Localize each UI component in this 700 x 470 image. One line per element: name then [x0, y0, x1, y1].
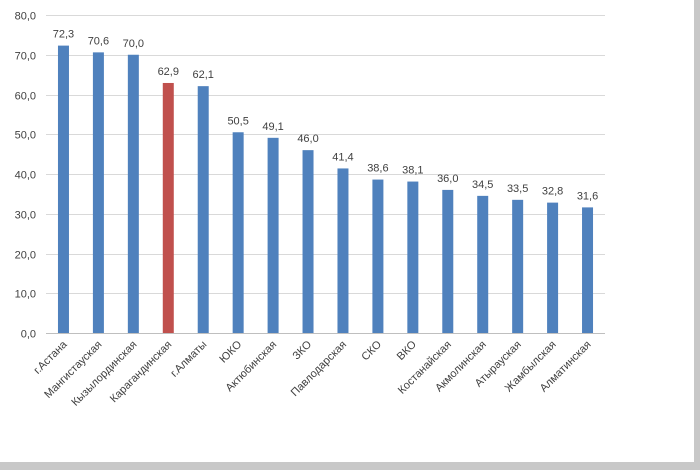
category-label: СКО: [359, 338, 384, 363]
y-tick-label: 30,0: [15, 210, 36, 222]
data-label: 38,6: [367, 163, 388, 175]
bar: [197, 86, 209, 333]
y-tick-label: 20,0: [15, 250, 36, 262]
data-label: 36,0: [437, 173, 458, 185]
bar: [407, 181, 419, 333]
bar: [232, 132, 244, 333]
data-label: 49,1: [262, 121, 283, 133]
bar: [582, 207, 594, 333]
bar: [302, 150, 314, 333]
category-label: ЮКО: [217, 338, 244, 365]
y-tick-label: 40,0: [15, 170, 36, 182]
bar: [477, 195, 489, 333]
category-label: ЗКО: [290, 338, 314, 362]
data-label: 41,4: [332, 151, 353, 163]
bar: [57, 45, 69, 334]
data-label: 70,0: [123, 38, 144, 50]
y-tick-label: 0,0: [21, 329, 36, 341]
data-label: 46,0: [297, 133, 318, 145]
data-label: 34,5: [472, 179, 493, 191]
bar: [372, 179, 384, 333]
frame-shadow-bottom: [0, 462, 700, 470]
category-label: ВКО: [395, 338, 419, 362]
bar: [127, 54, 139, 333]
bar: [337, 168, 349, 333]
data-label: 62,9: [158, 66, 179, 78]
y-tick-label: 10,0: [15, 289, 36, 301]
data-label: 38,1: [402, 165, 423, 177]
bar: [162, 82, 174, 333]
bar: [512, 199, 524, 333]
data-label: 32,8: [542, 186, 563, 198]
bars: [57, 45, 594, 334]
category-label: Карагандинская: [108, 339, 174, 405]
data-label: 62,1: [193, 69, 214, 81]
data-label: 50,5: [227, 115, 248, 127]
data-label: 33,5: [507, 183, 528, 195]
y-tick-label: 50,0: [15, 130, 36, 142]
data-label: 72,3: [53, 29, 74, 41]
data-labels: 72,3 70,6 70,0 62,9 62,1 50,5 49,1 46,0 41,4 38,6…: [53, 29, 598, 203]
bar: [92, 52, 104, 334]
data-label: 70,6: [88, 35, 109, 47]
bar: [547, 202, 559, 333]
category-labels: г.АстанаМангистаускаяКызылординскаяКараг…: [32, 338, 594, 409]
y-tick-label: 70,0: [15, 51, 36, 63]
gridlines: [46, 15, 605, 334]
category-label: г.Алматы: [168, 339, 209, 380]
bar: [267, 137, 279, 333]
y-axis-ticks: 0,0 10,0 20,0 30,0 40,0 50,0 60,0 70,0 80,0: [15, 11, 36, 341]
frame-shadow-right: [694, 0, 700, 470]
data-label: 31,6: [577, 190, 598, 202]
bar: [442, 189, 454, 333]
category-label: Кызылординская: [69, 339, 139, 409]
y-tick-label: 60,0: [15, 91, 36, 103]
y-tick-label: 80,0: [15, 11, 36, 23]
